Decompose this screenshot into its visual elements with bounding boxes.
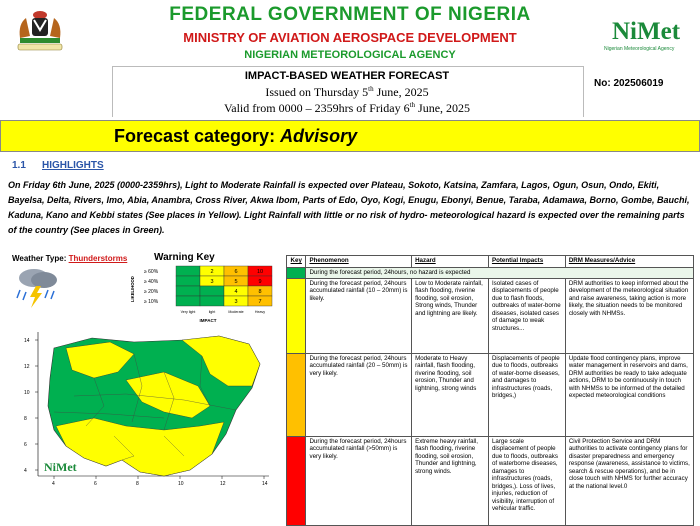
warning-key-row-label: ≥ 40% — [144, 279, 159, 285]
yellow-region-northeast — [181, 335, 261, 387]
key-red — [285, 435, 307, 526]
highlights-paragraph: On Friday 6th June, 2025 (0000-2359hrs),… — [8, 180, 690, 235]
header-phenomenon: Phenomenon — [305, 255, 413, 268]
map-lon-tick: 10 — [178, 481, 184, 487]
weather-type-label: Weather Type: — [12, 254, 69, 263]
warning-key-row-label: ≥ 60% — [144, 269, 159, 275]
orange-phenomenon: During the forecast period, 24hours accu… — [305, 352, 413, 437]
category-prefix: Forecast category: — [114, 126, 281, 146]
map-lon-tick: 6 — [94, 481, 97, 487]
yellow-region-central — [125, 371, 211, 419]
warning-key-cell — [199, 295, 225, 307]
key-orange — [285, 352, 307, 437]
warning-key-matrix: LIKELIHOOD ≥ 60% ≥ 40% ≥ 20% ≥ 10% 2 6 10 3 5 9 4… — [130, 265, 273, 323]
document-header-box — [112, 66, 584, 117]
section-title: HIGHLIGHTS — [42, 160, 104, 171]
warning-key-cell-value: 7 — [258, 299, 261, 305]
warning-key-cell-value: 10 — [257, 269, 263, 275]
warning-key-title: Warning Key — [154, 252, 215, 263]
warning-key-col-label: light — [209, 310, 216, 314]
warning-key-col-label: Moderate — [228, 310, 243, 314]
government-title: FEDERAL GOVERNMENT OF NIGERIA — [169, 4, 531, 25]
warning-key-cell — [175, 285, 201, 297]
orange-hazard: Moderate to Heavy rainfall, flash floodi… — [411, 352, 489, 437]
table-row-red: During the forecast period, 24hours accu… — [285, 435, 695, 526]
issued-date: Issued on Thursday 5th June, 2025 — [265, 85, 429, 99]
map-lat-tick: 14 — [24, 338, 30, 344]
agency-title: NIGERIAN METEOROLOGICAL AGENCY — [244, 49, 456, 61]
red-impacts: Large scale displacement of people due t… — [487, 435, 566, 526]
warning-key-x-axis: IMPACT — [200, 318, 217, 323]
map-logo: NiMet — [44, 460, 77, 474]
section-number: 1.1 — [12, 160, 26, 171]
warning-key-cell-value: 3 — [210, 279, 213, 285]
map-lat-tick: 6 — [24, 442, 27, 448]
nimet-logo: NiMet — [612, 18, 681, 45]
warning-key-cell-value: 9 — [258, 279, 261, 285]
weather-type-value: Thunderstorms — [68, 254, 128, 263]
weather-type: Weather Type: Thunderstorms — [12, 254, 127, 263]
map-lat-tick: 4 — [24, 468, 27, 474]
map-lat-tick: 8 — [24, 416, 27, 422]
map-lon-tick: 8 — [136, 481, 139, 487]
header-drm: DRM Measures/Advice — [564, 255, 695, 268]
warning-key-col-label: Heavy — [255, 310, 265, 314]
valid-period: Valid from 0000 – 2359hrs of Friday 6th … — [223, 101, 471, 115]
warning-key-cell-value: 8 — [258, 289, 261, 295]
orange-impacts: Displacements of people due to floods, o… — [487, 352, 566, 437]
thunderstorm-icon — [16, 269, 57, 308]
yellow-phenomenon: During the forecast period, 24hours accu… — [305, 277, 413, 354]
red-phenomenon: During the forecast period, 24hours accu… — [305, 435, 413, 526]
coat-of-arms-icon — [17, 11, 63, 51]
warning-key-col-label: Very light — [181, 310, 196, 314]
impact-table: Key Phenomenon Hazard Potential Impacts … — [285, 255, 695, 526]
yellow-drm: DRM authorities to keep informed about t… — [564, 277, 695, 354]
warning-key-cell — [175, 295, 201, 307]
nimet-logo-subtitle: Nigerian Meteorological Agency — [604, 46, 675, 52]
warning-key-cell — [199, 285, 225, 297]
warning-key-cell-value: 6 — [234, 269, 237, 275]
green-row-text: During the forecast period, 24hours, no … — [305, 267, 694, 279]
red-drm: Civil Protection Service and DRM authori… — [564, 435, 695, 526]
warning-key-row-label: ≥ 10% — [144, 299, 159, 305]
table-row-yellow: During the forecast period, 24hours accu… — [285, 277, 695, 354]
ministry-title: MINISTRY OF AVIATION AEROSPACE DEVELOPME… — [183, 30, 517, 45]
warning-key-cell-value: 2 — [210, 269, 213, 275]
warning-key-row-label: ≥ 20% — [144, 289, 159, 295]
yellow-region-south — [55, 417, 225, 477]
forecast-map: 14 12 10 8 6 4 4 6 8 10 12 14 NiMet — [14, 326, 284, 491]
map-lon-tick: 12 — [220, 481, 226, 487]
yellow-impacts: Isolated cases of displacements of peopl… — [487, 277, 566, 354]
warning-key-y-axis: LIKELIHOOD — [130, 276, 135, 302]
orange-drm: Update flood contingency plans, improve … — [564, 352, 695, 437]
document-title: IMPACT-BASED WEATHER FORECAST — [244, 70, 450, 82]
yellow-hazard: Low to Moderate rainfall, flash flooding… — [411, 277, 489, 354]
header-impacts: Potential Impacts — [487, 255, 566, 268]
warning-key-cell — [247, 295, 273, 307]
warning-key-cell — [175, 275, 201, 287]
header-key: Key — [285, 255, 307, 268]
yellow-region-north — [65, 341, 135, 379]
warning-key-cell-value: 4 — [234, 289, 237, 295]
warning-key-cell — [175, 265, 201, 277]
map-lon-tick: 14 — [262, 481, 268, 487]
map-lon-tick: 4 — [52, 481, 55, 487]
forecast-category-bar — [0, 120, 700, 152]
map-lat-tick: 10 — [24, 390, 30, 396]
map-lat-tick: 12 — [24, 364, 30, 370]
table-row-orange: During the forecast period, 24hours accu… — [285, 352, 695, 437]
red-hazard: Extreme heavy rainfall, flash flooding, … — [411, 435, 489, 526]
forecast-category: Forecast category: Advisory — [114, 126, 357, 147]
category-value: Advisory — [280, 126, 358, 146]
table-header-row: Key Phenomenon Hazard Potential Impacts … — [285, 255, 695, 268]
warning-key-cell-value: 5 — [234, 279, 237, 285]
key-green — [285, 267, 307, 279]
header-hazard: Hazard — [411, 255, 489, 268]
warning-key-cell-value: 3 — [234, 299, 237, 305]
table-row-green: During the forecast period, 24hours, no … — [285, 267, 694, 279]
document-number: No: 202506019 — [594, 78, 664, 89]
key-yellow — [285, 277, 307, 354]
